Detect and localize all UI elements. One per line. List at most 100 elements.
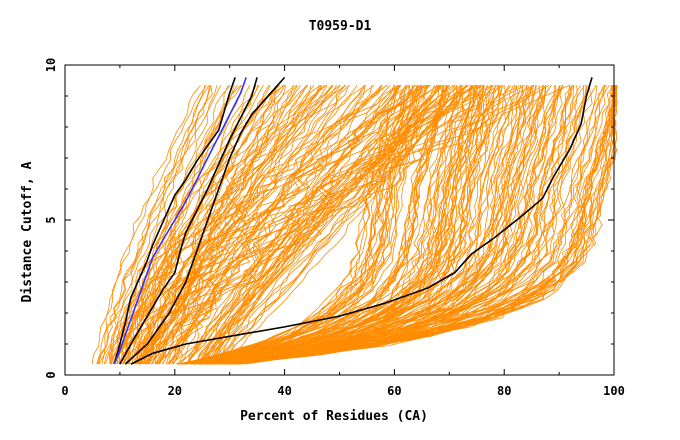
y-axis-label: Distance Cutoff, A	[20, 161, 35, 302]
series-line-3	[119, 77, 258, 365]
model-curve	[177, 84, 570, 365]
model-curve	[198, 85, 479, 365]
chart-title: T0959-D1	[309, 19, 372, 34]
model-curve	[224, 85, 578, 365]
y-tick-label: 5	[44, 216, 58, 223]
series-line-4	[124, 76, 286, 365]
model-curve	[146, 84, 440, 365]
model-curve	[186, 84, 391, 365]
model-curve	[229, 84, 610, 365]
model-curve	[239, 85, 617, 365]
model-curve	[141, 84, 422, 365]
model-curve	[168, 84, 358, 365]
orange-bands	[91, 84, 618, 365]
model-curve	[98, 85, 211, 365]
model-curve	[203, 85, 473, 365]
model-curve	[101, 85, 212, 365]
model-curve	[98, 84, 210, 365]
model-curve	[96, 85, 206, 365]
model-curve	[179, 85, 398, 365]
model-curve	[186, 84, 416, 365]
model-curve	[207, 85, 533, 365]
model-curve	[171, 84, 550, 365]
model-curve	[192, 84, 396, 365]
model-curve	[110, 84, 231, 365]
model-curve	[219, 85, 556, 365]
model-curve	[221, 85, 574, 365]
model-curve	[138, 84, 401, 365]
model-curve	[198, 85, 476, 365]
model-curve	[244, 85, 617, 365]
model-curve	[183, 85, 435, 365]
model-curve	[146, 84, 427, 365]
model-curve	[195, 85, 480, 365]
model-curve	[214, 85, 547, 365]
model-curve	[207, 85, 506, 365]
model-curve	[135, 84, 388, 365]
model-curve	[182, 84, 407, 365]
model-curve	[231, 84, 608, 365]
axis-ticks: 0 20 40 60 80 100 0 5 10	[44, 58, 625, 398]
model-curve	[114, 84, 296, 365]
model-curve	[97, 84, 208, 365]
model-curve	[159, 84, 492, 365]
model-curve	[204, 85, 500, 365]
model-curve	[136, 84, 401, 365]
model-curve	[233, 85, 597, 365]
model-curve	[229, 85, 604, 365]
model-curve	[216, 84, 476, 365]
model-curve	[211, 85, 510, 365]
model-curve	[205, 85, 504, 365]
series-line-2	[113, 77, 236, 365]
model-curve	[158, 84, 498, 365]
model-curve	[186, 84, 408, 365]
model-curve	[123, 85, 337, 365]
model-curve	[122, 84, 346, 365]
x-tick-label: 40	[277, 384, 291, 398]
model-curve	[157, 84, 493, 365]
model-curve	[199, 85, 477, 365]
model-curve	[131, 85, 271, 365]
model-curve	[221, 85, 564, 365]
model-curve	[137, 84, 280, 365]
model-curve	[223, 85, 564, 365]
model-curve	[214, 85, 528, 365]
model-curve	[230, 85, 618, 365]
model-curve	[211, 85, 524, 365]
model-curve	[116, 85, 251, 365]
model-curve	[127, 85, 349, 365]
model-curve	[203, 85, 504, 365]
model-curve	[222, 84, 585, 365]
model-curve	[136, 84, 388, 365]
model-curve	[228, 85, 585, 365]
model-curve	[204, 85, 515, 365]
model-curve	[208, 85, 530, 365]
model-curve	[191, 85, 462, 365]
model-curve	[185, 85, 410, 365]
series-line-5	[113, 77, 247, 365]
model-curve	[119, 84, 315, 365]
model-curve	[118, 85, 260, 365]
model-curve	[221, 84, 459, 365]
model-curve	[110, 85, 229, 365]
model-curve	[202, 85, 472, 365]
model-curve	[151, 84, 334, 365]
model-curve	[172, 84, 545, 365]
model-curve	[210, 85, 501, 365]
y-tick-label: 10	[44, 58, 58, 72]
y-tick-label: 0	[44, 371, 58, 378]
model-curve	[228, 85, 613, 365]
model-curve	[145, 85, 323, 365]
x-tick-label: 100	[603, 384, 625, 398]
model-curve	[228, 84, 574, 365]
model-curve	[190, 85, 448, 365]
x-tick-label: 80	[497, 384, 511, 398]
model-curve	[193, 84, 411, 365]
model-curve	[155, 84, 464, 365]
model-curve	[114, 84, 238, 365]
model-curve	[165, 84, 522, 365]
x-tick-label: 0	[61, 384, 68, 398]
x-tick-label: 20	[168, 384, 182, 398]
model-curve	[140, 84, 428, 365]
model-curve	[230, 84, 614, 365]
